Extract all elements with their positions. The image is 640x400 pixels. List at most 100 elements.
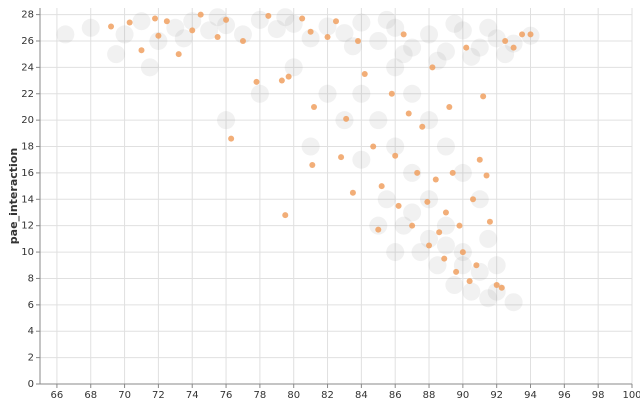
point	[449, 169, 456, 176]
point	[333, 18, 339, 25]
point	[250, 10, 269, 29]
point	[456, 222, 463, 229]
x-tick-label: 92	[490, 390, 503, 400]
point	[284, 14, 303, 33]
point	[424, 198, 431, 205]
point	[502, 37, 509, 44]
point	[496, 45, 515, 64]
x-tick-label: 88	[423, 390, 436, 400]
point	[369, 31, 388, 50]
point	[479, 229, 498, 248]
y-tick-label: 22	[21, 89, 34, 100]
point	[352, 13, 371, 32]
point	[462, 47, 481, 66]
point	[377, 10, 396, 29]
point	[324, 34, 331, 41]
point	[369, 111, 388, 130]
point	[403, 38, 422, 57]
point	[309, 161, 316, 168]
y-tick-label: 16	[21, 168, 34, 179]
x-tick-label: 86	[389, 390, 402, 400]
y-tick-label: 2	[28, 353, 34, 364]
point	[166, 18, 185, 37]
y-tick-label: 18	[21, 142, 34, 153]
point	[441, 255, 448, 262]
point	[335, 24, 354, 43]
point	[414, 169, 421, 176]
point	[459, 249, 466, 256]
point	[504, 293, 523, 312]
point	[442, 209, 449, 216]
x-tick-label: 84	[355, 390, 368, 400]
point	[282, 212, 289, 219]
x-tick-label: 90	[456, 390, 469, 400]
point	[487, 29, 506, 48]
point	[483, 172, 490, 179]
point	[436, 229, 443, 236]
point	[519, 31, 526, 38]
point	[470, 190, 489, 209]
point	[487, 256, 506, 275]
point	[446, 103, 453, 110]
point	[466, 278, 473, 285]
point	[420, 25, 439, 44]
point	[386, 137, 405, 156]
point	[453, 268, 460, 275]
point	[479, 289, 498, 308]
point	[411, 243, 430, 262]
x-tick-label: 70	[118, 390, 131, 400]
point	[420, 229, 439, 248]
point	[278, 77, 285, 84]
y-tick-label: 26	[21, 36, 34, 47]
point	[349, 189, 356, 196]
point	[208, 8, 227, 27]
point	[183, 12, 202, 31]
point	[473, 262, 480, 269]
point	[361, 70, 368, 77]
point	[462, 282, 481, 301]
point	[403, 163, 422, 182]
point	[486, 218, 493, 225]
point	[233, 25, 252, 44]
point	[392, 152, 399, 159]
point	[420, 190, 439, 209]
x-tick-label: 94	[524, 390, 537, 400]
point	[223, 16, 230, 23]
y-tick-label: 0	[28, 379, 34, 390]
point	[126, 19, 133, 26]
point	[386, 243, 405, 262]
point	[250, 84, 269, 103]
y-tick-label: 12	[21, 221, 34, 232]
point	[527, 31, 534, 38]
point	[217, 16, 236, 35]
x-tick-label: 66	[51, 390, 64, 400]
point	[470, 38, 489, 57]
point	[369, 216, 388, 235]
point	[163, 18, 170, 25]
point	[436, 236, 455, 255]
point	[149, 31, 168, 50]
y-tick-label: 8	[28, 273, 34, 284]
point	[265, 12, 272, 19]
y-tick-label: 14	[21, 194, 34, 205]
point	[253, 78, 260, 85]
point	[394, 45, 413, 64]
point	[429, 64, 436, 71]
point	[239, 37, 246, 44]
point	[375, 226, 382, 233]
point	[504, 34, 523, 53]
point	[419, 123, 426, 130]
point	[189, 27, 196, 34]
y-tick-label: 28	[21, 10, 34, 21]
point	[479, 18, 498, 37]
point	[400, 31, 407, 38]
point	[299, 15, 306, 22]
point	[217, 111, 236, 130]
point	[370, 143, 377, 150]
point	[403, 203, 422, 222]
y-tick-label: 6	[28, 300, 34, 311]
point	[395, 202, 402, 209]
point	[436, 137, 455, 156]
point	[498, 284, 505, 291]
